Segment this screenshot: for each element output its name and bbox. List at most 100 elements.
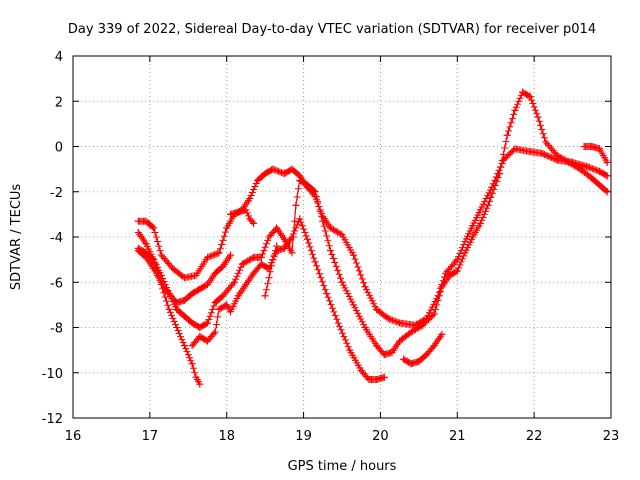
data-point — [580, 143, 588, 150]
data-point — [430, 342, 438, 350]
data-point — [180, 296, 188, 304]
y-tick-label: 0 — [55, 141, 63, 156]
data-point — [407, 328, 415, 336]
series-trace-9 — [580, 143, 611, 166]
data-point — [576, 165, 584, 173]
y-tick-label: -8 — [50, 322, 63, 337]
data-point — [538, 149, 546, 157]
data-point — [242, 281, 250, 289]
data-point — [273, 242, 281, 250]
data-point — [188, 342, 196, 350]
data-point — [188, 319, 196, 327]
data-point — [215, 305, 223, 313]
data-point — [338, 278, 346, 286]
data-point — [227, 308, 235, 316]
data-point — [280, 170, 288, 178]
data-point — [246, 195, 254, 203]
data-point — [380, 351, 388, 359]
y-tick-label: -6 — [50, 276, 63, 291]
data-point — [396, 337, 404, 345]
data-point — [219, 262, 227, 270]
data-point — [326, 247, 334, 255]
data-point — [169, 265, 177, 273]
y-tick-label: -12 — [42, 412, 63, 427]
data-point — [223, 301, 231, 309]
data-point — [230, 278, 238, 286]
data-point — [173, 324, 181, 331]
data-point — [588, 174, 596, 182]
data-point — [211, 328, 219, 336]
data-point — [453, 267, 461, 275]
series-trace-4 — [134, 247, 235, 307]
data-point — [134, 228, 142, 236]
x-tick-label: 21 — [449, 429, 466, 444]
data-point — [603, 172, 611, 180]
data-point — [350, 301, 358, 309]
data-point — [269, 256, 277, 264]
data-point — [142, 253, 150, 261]
x-tick-label: 23 — [603, 429, 620, 444]
data-point — [469, 233, 477, 241]
data-point — [265, 233, 273, 241]
data-point — [188, 360, 196, 368]
data-point — [373, 376, 381, 384]
data-point — [204, 337, 211, 345]
data-point — [334, 319, 342, 327]
data-point — [142, 217, 150, 225]
data-point — [461, 238, 469, 246]
series-layer — [134, 88, 611, 388]
data-point — [419, 321, 427, 329]
data-point — [476, 219, 484, 227]
data-point — [196, 333, 204, 341]
data-point — [234, 292, 242, 300]
y-tick-label: -10 — [42, 367, 63, 382]
chart-title: Day 339 of 2022, Sidereal Day-to-day VTE… — [68, 22, 596, 37]
series-trace-line — [264, 245, 278, 296]
data-point — [246, 215, 254, 223]
data-point — [603, 188, 611, 196]
series-plus-markers — [134, 145, 611, 329]
data-point — [396, 319, 404, 327]
data-point — [173, 299, 181, 307]
data-point — [453, 256, 461, 264]
x-axis-label: GPS time / hours — [288, 459, 397, 474]
data-point — [192, 373, 200, 381]
series-trace-line — [137, 91, 608, 356]
data-point — [565, 158, 573, 166]
data-point — [188, 290, 196, 298]
data-point — [142, 240, 150, 248]
data-point — [211, 299, 219, 307]
data-point — [227, 251, 235, 259]
data-point — [257, 253, 265, 261]
series-trace-7 — [399, 330, 446, 368]
data-point — [250, 253, 258, 261]
x-tick-label: 22 — [526, 429, 543, 444]
data-point — [415, 357, 423, 365]
data-point — [526, 93, 534, 101]
data-point — [196, 380, 204, 388]
data-point — [519, 88, 527, 96]
data-point — [522, 147, 530, 155]
series-plus-markers — [134, 88, 611, 359]
data-point — [553, 152, 561, 160]
data-point — [134, 247, 142, 255]
y-tick-label: -2 — [50, 186, 63, 201]
data-point — [584, 163, 592, 171]
data-point — [280, 244, 288, 252]
series-trace-1 — [134, 145, 611, 329]
data-point — [503, 131, 511, 139]
y-tick-label: 4 — [55, 50, 63, 65]
data-point — [384, 314, 392, 322]
data-point — [250, 219, 258, 227]
data-point — [461, 249, 469, 257]
data-point — [373, 305, 381, 313]
data-point — [357, 366, 365, 374]
series-trace-6 — [227, 206, 258, 227]
data-point — [253, 176, 261, 184]
data-point — [223, 224, 231, 232]
data-point — [134, 217, 142, 225]
data-point — [150, 224, 158, 232]
data-point — [273, 224, 281, 232]
data-point — [399, 355, 407, 363]
data-point — [192, 271, 200, 279]
